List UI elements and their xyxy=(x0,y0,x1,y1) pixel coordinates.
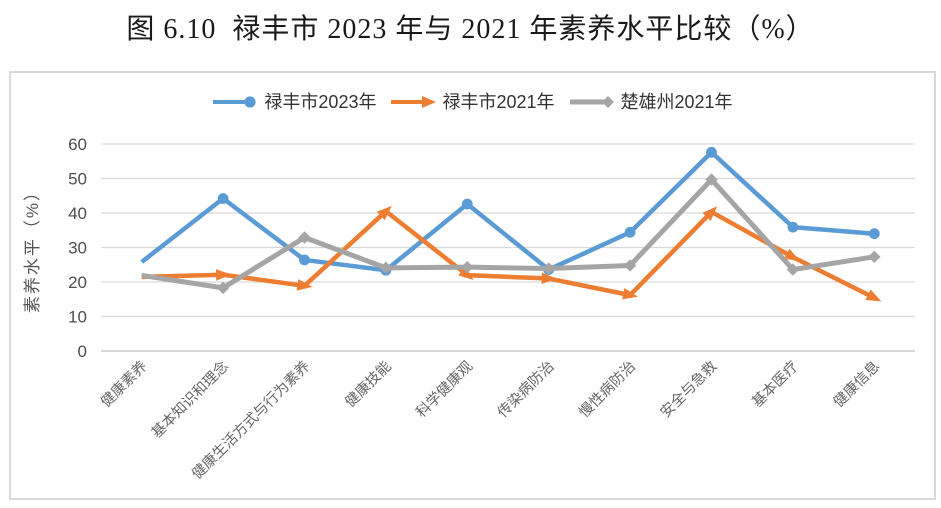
chart-legend: 禄丰市2023年 禄丰市2021年 楚雄州2021年 xyxy=(11,89,934,115)
legend-item-chuxiong-2021: 楚雄州2021年 xyxy=(569,89,733,115)
data-point-marker xyxy=(783,248,800,262)
x-category-label: 健康素养 xyxy=(97,358,150,411)
data-point-marker xyxy=(296,279,313,291)
legend-line-diamond-icon xyxy=(569,96,614,108)
data-point-marker xyxy=(298,231,311,244)
data-point-marker xyxy=(787,221,799,233)
data-point-marker xyxy=(705,173,718,186)
data-point-marker xyxy=(541,272,557,285)
data-point-marker xyxy=(624,226,636,238)
legend-label: 楚雄州2021年 xyxy=(620,92,733,112)
data-point-marker xyxy=(706,146,717,158)
data-point-marker xyxy=(215,269,232,281)
y-axis-title: 素养水平（%） xyxy=(23,182,42,313)
y-tick-label: 60 xyxy=(68,135,87,154)
data-point-marker xyxy=(623,259,637,272)
legend-line-circle-icon xyxy=(213,96,257,108)
legend-label: 禄丰市2023年 xyxy=(264,92,377,112)
x-category-label: 科学健康观 xyxy=(413,357,477,421)
data-point-marker xyxy=(216,281,230,295)
data-point-marker xyxy=(702,206,718,222)
x-category-label: 传染病防治 xyxy=(494,358,557,421)
x-category-label: 安全与急救 xyxy=(656,357,720,421)
series-line-2 xyxy=(141,177,875,291)
y-tick-label: 0 xyxy=(78,342,87,361)
y-tick-label: 20 xyxy=(68,273,87,292)
legend-item-lufeng-2021: 禄丰市2021年 xyxy=(390,89,555,115)
data-point-marker xyxy=(868,228,880,240)
data-point-marker xyxy=(379,261,393,275)
y-tick-label: 40 xyxy=(68,204,87,223)
x-category-label: 健康信息 xyxy=(830,358,883,411)
x-category-label: 慢性病防治 xyxy=(576,358,639,421)
data-point-marker xyxy=(461,198,473,210)
series-line-1 xyxy=(141,209,876,300)
x-category-label: 基本医疗 xyxy=(749,358,802,411)
y-tick-label: 30 xyxy=(68,239,87,258)
data-point-marker xyxy=(217,193,229,204)
y-tick-label: 50 xyxy=(68,170,87,189)
data-point-marker xyxy=(622,288,638,300)
line-chart: 0102030405060素养水平（%）健康素养基本知识和理念健康生活方式与行为… xyxy=(23,135,915,483)
y-tick-label: 10 xyxy=(68,308,87,327)
series-line-0 xyxy=(140,150,875,273)
data-point-marker xyxy=(376,205,392,221)
data-point-marker xyxy=(461,260,474,274)
data-point-marker xyxy=(868,250,881,264)
legend-label: 禄丰市2021年 xyxy=(442,92,555,112)
x-category-label: 基本知识和理念 xyxy=(147,357,231,441)
legend-item-lufeng-2023: 禄丰市2023年 xyxy=(212,89,376,115)
chart-area: 禄丰市2023年 禄丰市2021年 楚雄州2021年 0 10 20 30 40 50 60… xyxy=(9,71,936,500)
data-point-marker xyxy=(786,263,800,276)
data-point-marker xyxy=(458,266,474,281)
legend-arrow-icon xyxy=(391,96,437,108)
x-category-label: 健康技能 xyxy=(342,358,395,411)
data-point-marker xyxy=(865,289,882,302)
data-point-marker xyxy=(542,262,555,275)
figure-title: 图 6.10 禄丰市 2023 年与 2021 年素养水平比较（%） xyxy=(126,14,815,45)
data-point-marker xyxy=(299,254,310,266)
